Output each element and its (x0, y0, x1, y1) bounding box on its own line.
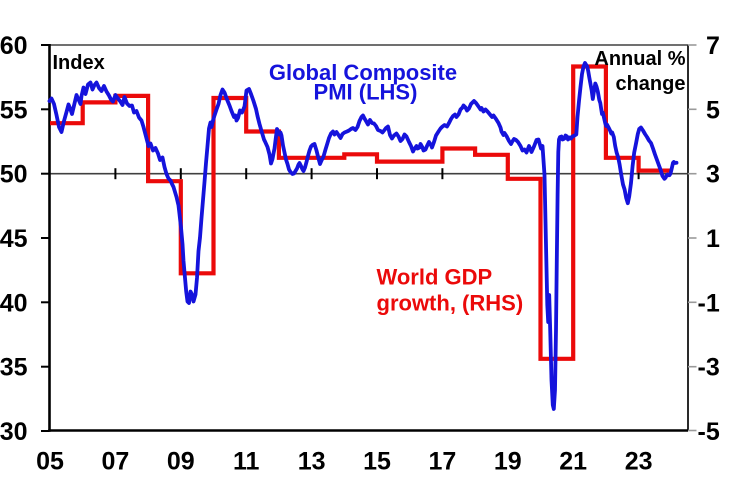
svg-text:growth, (RHS): growth, (RHS) (377, 291, 524, 316)
svg-text:World GDP: World GDP (377, 264, 493, 289)
svg-text:55: 55 (0, 96, 28, 124)
svg-text:23: 23 (625, 448, 653, 476)
svg-text:-1: -1 (698, 289, 720, 317)
svg-text:7: 7 (706, 32, 720, 60)
svg-text:45: 45 (0, 225, 28, 253)
svg-text:09: 09 (167, 448, 195, 476)
svg-text:1: 1 (706, 225, 720, 253)
svg-text:15: 15 (363, 448, 391, 476)
svg-text:-3: -3 (698, 354, 720, 382)
svg-text:05: 05 (36, 448, 64, 476)
svg-text:60: 60 (0, 32, 28, 60)
svg-text:change: change (615, 73, 685, 95)
svg-text:5: 5 (706, 96, 720, 124)
svg-text:40: 40 (0, 289, 28, 317)
svg-text:PMI (LHS): PMI (LHS) (314, 80, 418, 105)
svg-text:-5: -5 (698, 418, 720, 446)
svg-text:Index: Index (53, 52, 105, 74)
svg-text:17: 17 (428, 448, 456, 476)
svg-text:35: 35 (0, 354, 28, 382)
svg-text:Global Composite: Global Composite (269, 60, 457, 85)
svg-text:13: 13 (298, 448, 326, 476)
svg-text:50: 50 (0, 161, 28, 189)
svg-text:07: 07 (101, 448, 129, 476)
svg-text:3: 3 (706, 161, 720, 189)
svg-text:Annual %: Annual % (594, 48, 685, 70)
svg-text:21: 21 (559, 448, 587, 476)
svg-text:30: 30 (0, 418, 28, 446)
svg-text:11: 11 (233, 448, 260, 476)
svg-text:19: 19 (494, 448, 522, 476)
